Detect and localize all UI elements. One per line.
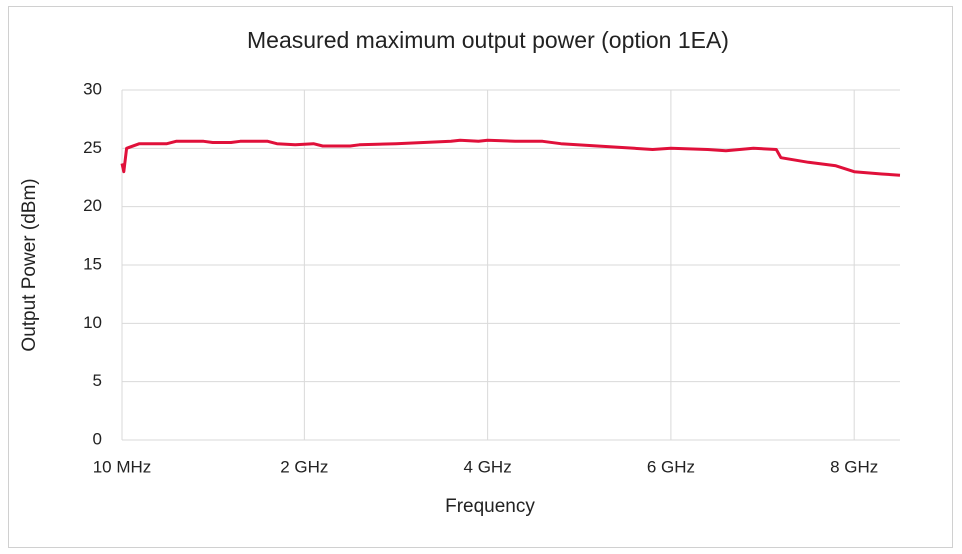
x-tick-label: 4 GHz	[464, 457, 512, 476]
x-axis-label: Frequency	[445, 496, 535, 517]
y-tick-label: 10	[83, 313, 102, 332]
y-tick-label: 25	[83, 138, 102, 157]
x-tick-label: 2 GHz	[280, 457, 328, 476]
y-axis-label: Output Power (dBm)	[19, 178, 40, 351]
y-tick-label: 30	[83, 79, 102, 98]
chart-title: Measured maximum output power (option 1E…	[247, 27, 729, 53]
x-tick-label: 10 MHz	[93, 457, 152, 476]
y-tick-label: 15	[83, 254, 102, 273]
x-tick-label: 8 GHz	[830, 457, 878, 476]
y-tick-label: 20	[83, 196, 102, 215]
chart-frame	[8, 6, 953, 548]
y-tick-label: 0	[93, 429, 102, 448]
x-tick-label: 6 GHz	[647, 457, 695, 476]
data-line	[120, 138, 901, 177]
y-tick-label: 5	[93, 371, 102, 390]
